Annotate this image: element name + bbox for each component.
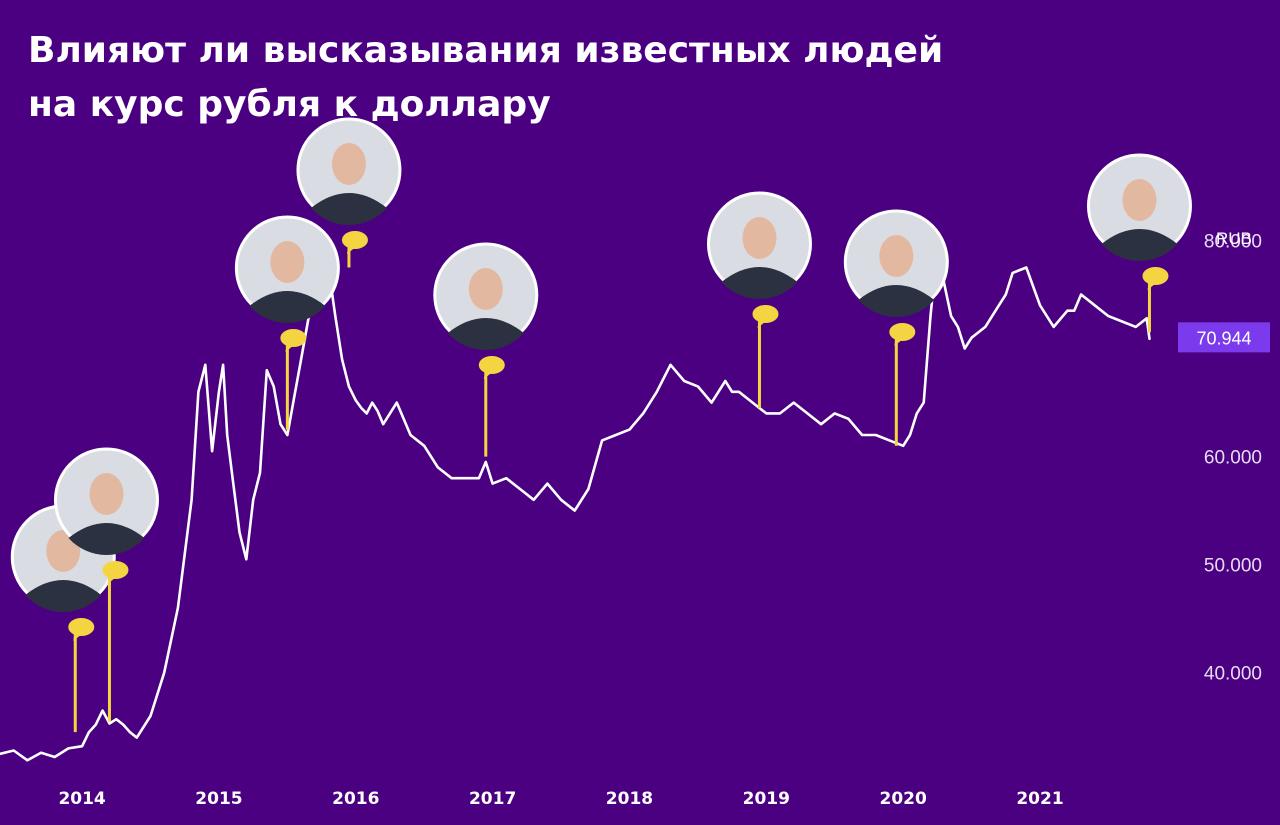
speech-bubble-icon	[478, 356, 505, 374]
person-silhouette-head	[270, 241, 305, 283]
speech-bubble-tail	[1147, 279, 1158, 290]
person-silhouette-head	[89, 473, 124, 515]
avatar-person-5	[433, 242, 539, 350]
chart-title: Влияют ли высказывания известных людей н…	[28, 24, 1128, 132]
x-tick-label-7: 2021	[1016, 789, 1063, 809]
speech-bubble-tail	[73, 630, 84, 641]
avatar-person-2	[53, 447, 159, 555]
y-axis-ticks: 40.000 50.000 60.000 80.000	[1204, 231, 1262, 684]
avatar-person-8	[1086, 153, 1192, 261]
x-tick-label-4: 2018	[606, 789, 653, 809]
y-tick-label-3: 80.000	[1204, 231, 1262, 252]
y-tick-label-2: 60.000	[1204, 448, 1262, 469]
last-value-badge-bg	[1178, 322, 1270, 353]
avatar-person-7	[843, 209, 949, 317]
person-silhouette-body	[310, 193, 387, 225]
x-tick-label-1: 2015	[195, 789, 242, 809]
speech-bubble-tail	[894, 335, 905, 346]
person-silhouette-head	[1122, 179, 1157, 221]
avatar-person-6	[706, 191, 812, 299]
person-silhouette-body	[249, 291, 326, 323]
person-silhouette-body	[68, 523, 145, 555]
y-tick-label-0: 40.000	[1204, 664, 1262, 685]
y-tick-label-1: 50.000	[1204, 556, 1262, 577]
speech-bubble-icon	[889, 323, 916, 341]
speech-bubble-icon	[102, 561, 129, 579]
annotation-markers	[10, 117, 1192, 733]
person-silhouette-body	[1101, 229, 1178, 261]
series-line	[0, 244, 1151, 762]
person-silhouette-body	[447, 318, 524, 350]
person-silhouette-head	[742, 217, 777, 259]
unit-label: RUB	[1216, 229, 1252, 248]
last-value-badge: 70.944	[1178, 322, 1270, 353]
x-tick-label-2: 2016	[332, 789, 379, 809]
speech-bubble-tail	[285, 341, 296, 352]
x-tick-label-6: 2020	[879, 789, 926, 809]
x-tick-label-3: 2017	[469, 789, 516, 809]
person-silhouette-head	[879, 235, 914, 277]
x-tick-label-5: 2019	[743, 789, 790, 809]
chart-title-line-2: на курс рубля к доллару	[28, 84, 551, 125]
avatar-person-4	[296, 117, 402, 225]
speech-bubble-tail	[107, 573, 118, 584]
avatar-person-3	[234, 215, 340, 323]
person-silhouette-head	[331, 143, 366, 185]
speech-bubble-icon	[341, 231, 368, 249]
person-silhouette-head	[468, 268, 503, 310]
chart-title-line-1: Влияют ли высказывания известных людей	[28, 30, 944, 71]
last-value-label: 70.944	[1196, 328, 1251, 348]
x-axis-ticks: 2014 2015 2016 2017 2018 2019 2020 2021	[58, 789, 1063, 809]
person-silhouette-body	[858, 285, 935, 317]
person-silhouette-body	[25, 580, 102, 612]
speech-bubble-tail	[757, 317, 768, 328]
speech-bubble-tail	[346, 243, 357, 254]
speech-bubble-icon	[752, 305, 779, 323]
speech-bubble-icon	[68, 618, 95, 636]
x-tick-label-0: 2014	[58, 789, 105, 809]
person-silhouette-body	[721, 267, 798, 299]
speech-bubble-tail	[483, 368, 494, 379]
speech-bubble-icon	[1142, 267, 1169, 285]
speech-bubble-icon	[280, 329, 307, 347]
